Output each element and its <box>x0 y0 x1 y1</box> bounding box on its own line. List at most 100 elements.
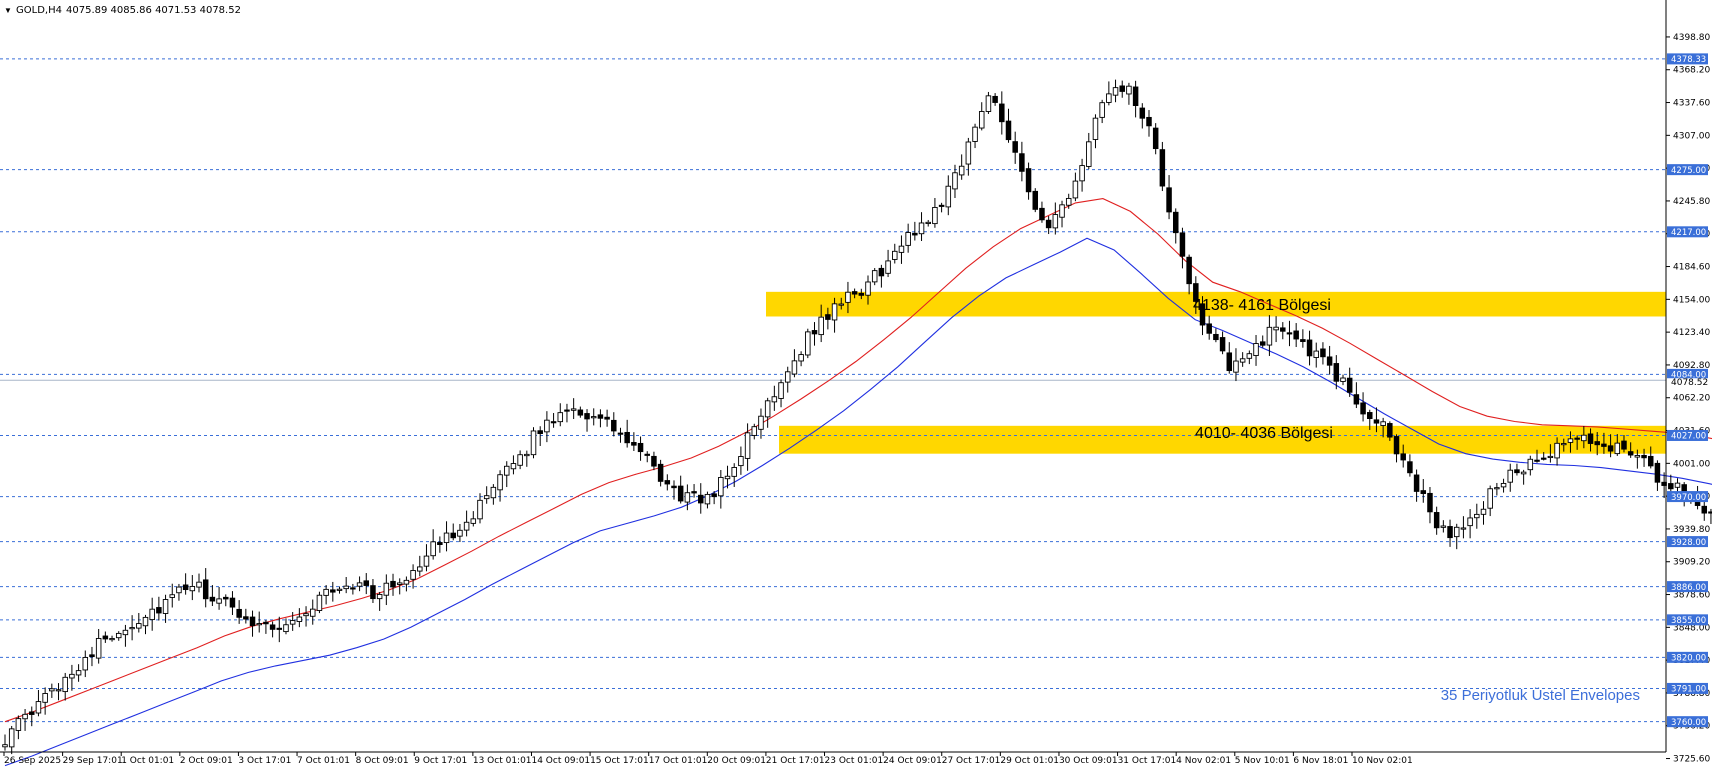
candle <box>1119 80 1125 98</box>
candle-body <box>1708 511 1712 514</box>
candle <box>1159 141 1166 192</box>
candle-body <box>1581 434 1587 442</box>
ohlc-readout: 4075.89 4085.86 4071.53 4078.52 <box>66 5 241 16</box>
lower-envelope-line <box>4 237 1712 767</box>
candle-body <box>537 430 543 435</box>
x-tick-label: 24 Oct 09:01 <box>883 756 942 766</box>
candle <box>309 599 316 625</box>
candle <box>490 484 497 505</box>
candle <box>8 725 15 755</box>
candle-body <box>1647 455 1654 467</box>
candle-body <box>1674 482 1681 488</box>
candle-body <box>1393 436 1400 455</box>
candle-body <box>216 598 222 604</box>
candle-body <box>1634 455 1641 458</box>
level-badge: 3928.00 <box>1667 536 1708 548</box>
candle <box>1353 382 1360 409</box>
candle-body <box>229 597 236 608</box>
candle <box>1561 438 1567 452</box>
y-tick-label: 4154.00 <box>1673 295 1710 305</box>
candle <box>1367 409 1373 430</box>
candle <box>1346 367 1353 397</box>
candle <box>1052 202 1059 235</box>
candle <box>1701 498 1708 521</box>
candle <box>1059 200 1065 228</box>
candle <box>751 423 758 440</box>
zone-label-upper: 4138- 4161 Bölgesi <box>1193 297 1331 314</box>
level-badge: 4084.00 <box>1667 368 1708 381</box>
x-tick-label: 15 Oct 17:01 <box>590 756 649 766</box>
candle <box>972 123 978 149</box>
symbol-label: GOLD,H4 <box>16 5 62 16</box>
candle-body <box>798 354 804 362</box>
candle <box>15 715 22 740</box>
candle-body <box>524 453 530 457</box>
level-badge-label: 3886.00 <box>1671 583 1706 593</box>
candle-body <box>584 413 590 420</box>
candle <box>437 536 443 553</box>
y-tick-label: 3848.00 <box>1673 623 1710 633</box>
y-tick-label: 3725.60 <box>1673 755 1710 765</box>
candle-body <box>858 292 865 296</box>
candle-body <box>885 260 891 274</box>
candle <box>390 573 396 596</box>
candle <box>1627 442 1634 458</box>
candle-body <box>637 442 644 453</box>
candle-body <box>356 582 363 587</box>
candle-body <box>129 627 135 630</box>
candle-body <box>1320 348 1326 358</box>
candle <box>1460 516 1467 539</box>
header-triangle-icon[interactable]: ▼ <box>4 6 12 15</box>
candle-body <box>1587 433 1594 444</box>
candle-body <box>483 495 490 500</box>
candle <box>1507 463 1513 492</box>
candle-body <box>1614 442 1621 455</box>
level-badge-bg <box>1667 491 1708 503</box>
candle <box>577 406 584 418</box>
candle-body <box>430 541 436 557</box>
candle-body <box>671 485 677 489</box>
candle-body <box>999 103 1005 123</box>
candle <box>517 450 523 470</box>
candle-body <box>1246 353 1253 359</box>
candle-body <box>691 491 697 494</box>
candle-body <box>363 580 370 586</box>
candle <box>1246 350 1253 365</box>
candle-body <box>764 400 771 418</box>
candle <box>236 600 242 624</box>
candle-body <box>403 579 410 585</box>
candle-body <box>169 594 175 598</box>
candle-body <box>684 492 691 503</box>
candle-body <box>744 432 751 459</box>
candle-body <box>771 396 778 403</box>
candle <box>544 411 550 443</box>
candle-body <box>1159 149 1166 187</box>
x-tick-label: 6 Nov 18:01 <box>1293 756 1348 766</box>
candle <box>1668 474 1674 494</box>
candle-body <box>223 596 229 600</box>
candle <box>229 591 236 615</box>
candle-body <box>283 624 289 633</box>
x-tick-label: 30 Oct 09:01 <box>1059 756 1118 766</box>
level-badge-bg <box>1667 226 1708 238</box>
candle-body <box>1520 471 1527 475</box>
candle-body <box>805 331 811 356</box>
candle-body <box>1206 323 1212 334</box>
x-tick-label: 14 Oct 09:01 <box>531 756 590 766</box>
candle <box>263 620 269 634</box>
candle-body <box>276 627 283 630</box>
candle <box>75 664 82 682</box>
candle-body <box>243 616 249 620</box>
candle <box>276 616 283 643</box>
candle <box>604 409 610 427</box>
candle-body <box>423 555 430 567</box>
candle <box>470 511 477 527</box>
level-badge-label: 3820.00 <box>1671 654 1706 664</box>
level-badge-bg <box>1667 368 1708 380</box>
candle-body <box>316 594 323 611</box>
candle-body <box>1099 102 1105 118</box>
candle <box>912 221 918 241</box>
candle-body <box>1621 440 1627 450</box>
candle <box>109 635 115 642</box>
